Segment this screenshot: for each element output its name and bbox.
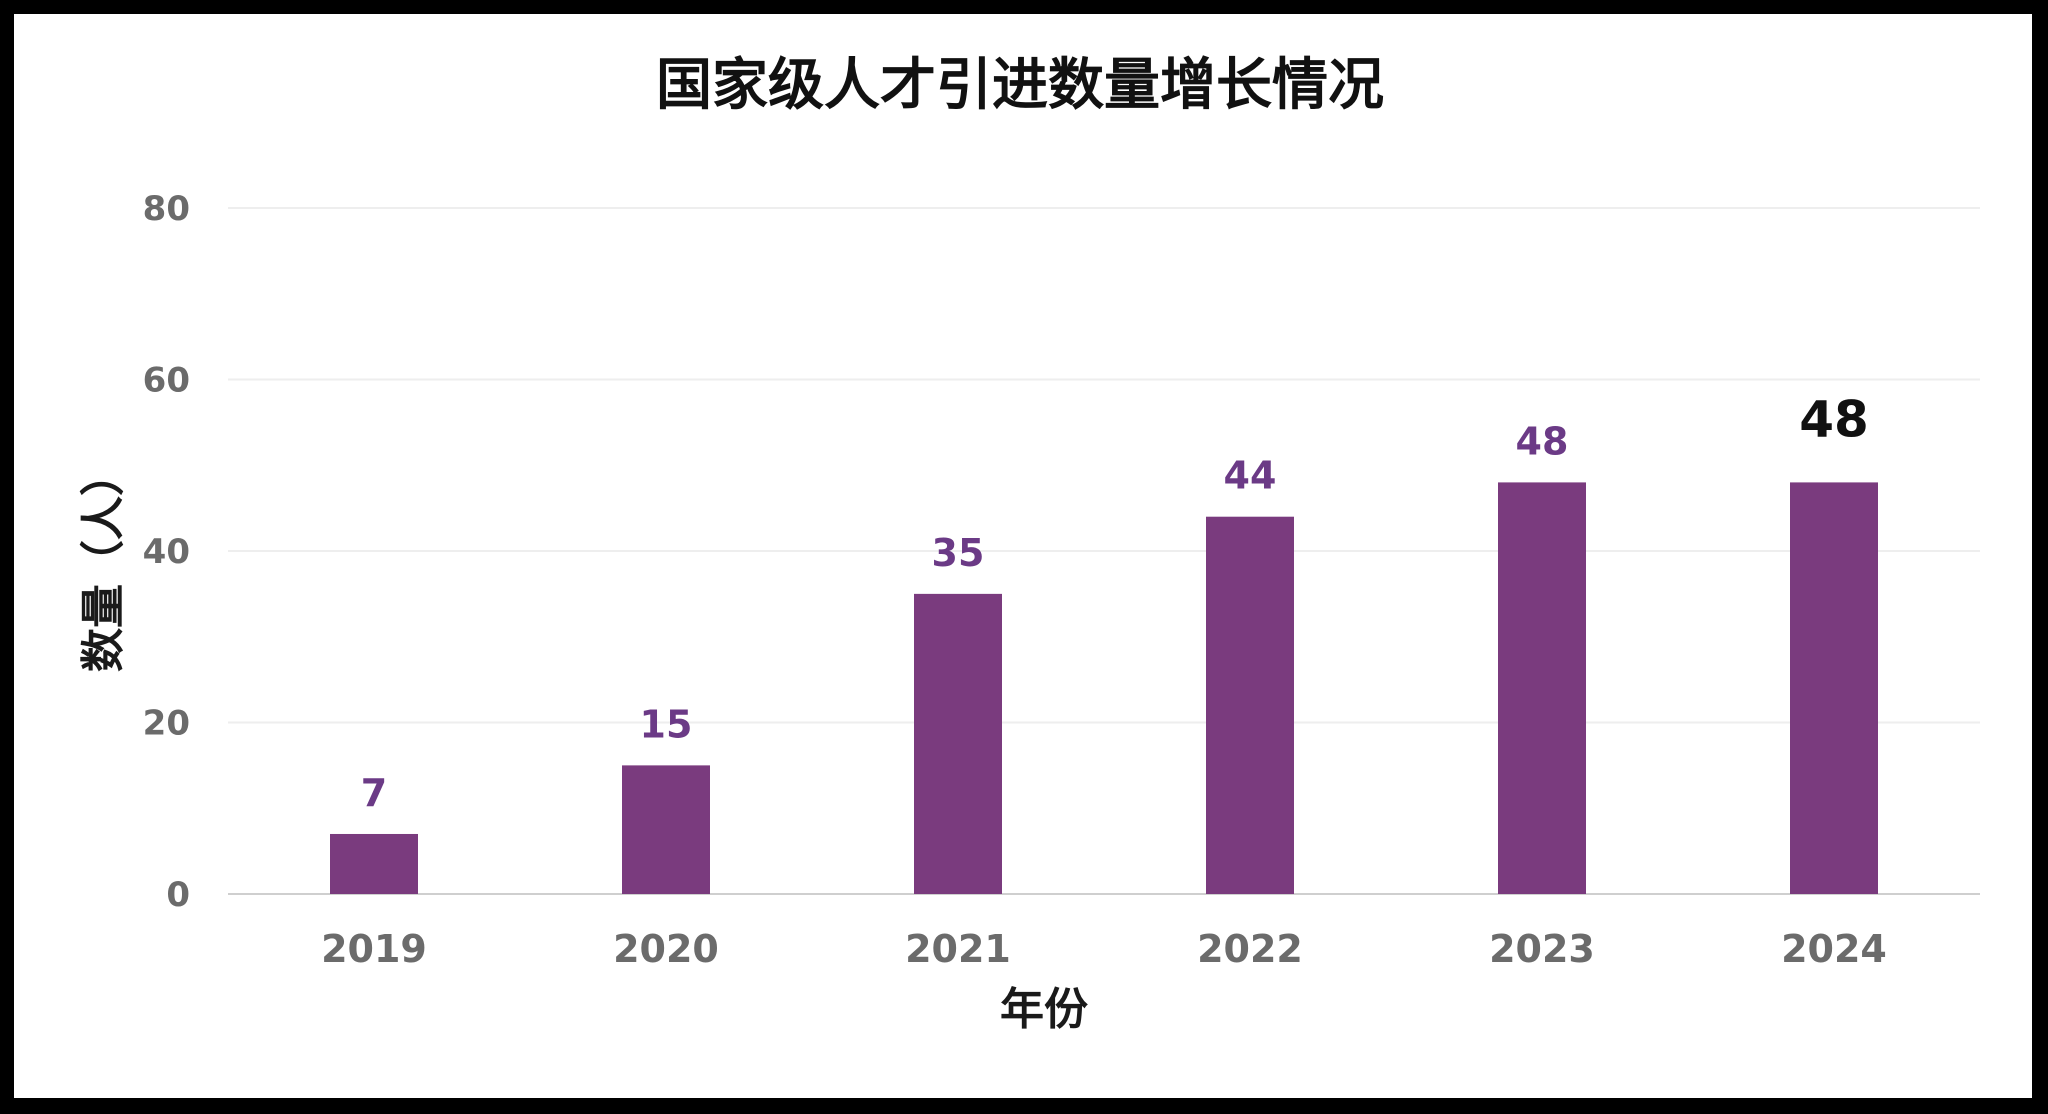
y-tick-label: 20 (143, 704, 190, 744)
bar (914, 593, 1002, 894)
bar-chart: 国家级人才引进数量增长情况 0 20 40 60 80 7 15 35 44 48 48 2019… (78, 53, 1980, 1035)
bar (330, 833, 418, 894)
y-axis-title: 数量（人） (78, 452, 129, 672)
bar (1790, 482, 1878, 894)
gridlines (228, 207, 1980, 895)
y-tick-label: 80 (143, 189, 190, 229)
x-tick-label: 2024 (1781, 927, 1887, 971)
x-tick-label: 2021 (905, 927, 1011, 971)
x-axis-ticks: 2019 2020 2021 2022 2023 2024 (321, 927, 1887, 971)
data-label: 48 (1516, 419, 1569, 463)
y-tick-label: 40 (143, 532, 190, 572)
y-tick-label: 0 (166, 875, 190, 915)
x-tick-label: 2019 (321, 927, 427, 971)
x-tick-label: 2023 (1489, 927, 1595, 971)
data-label: 48 (1799, 390, 1869, 448)
chart-panel: 国家级人才引进数量增长情况 0 20 40 60 80 7 15 35 44 48 48 2019… (14, 14, 2032, 1098)
data-label: 35 (932, 531, 985, 575)
bar (1206, 516, 1294, 894)
data-label: 15 (640, 702, 693, 746)
x-tick-label: 2020 (613, 927, 719, 971)
y-axis-ticks: 0 20 40 60 80 (143, 189, 190, 915)
data-labels: 7 15 35 44 48 48 (361, 390, 1869, 815)
chart-title: 国家级人才引进数量增长情况 (656, 53, 1384, 118)
y-tick-label: 60 (143, 361, 190, 401)
data-label: 7 (361, 771, 387, 815)
data-label: 44 (1224, 454, 1277, 498)
x-axis-title: 年份 (1000, 984, 1088, 1035)
x-tick-label: 2022 (1197, 927, 1303, 971)
bar (1498, 482, 1586, 894)
bar (622, 765, 710, 894)
bars (330, 482, 1878, 894)
